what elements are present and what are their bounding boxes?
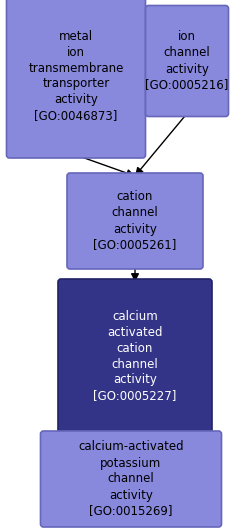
Text: ion
channel
activity
[GO:0005216]: ion channel activity [GO:0005216] <box>145 30 229 91</box>
Text: cation
channel
activity
[GO:0005261]: cation channel activity [GO:0005261] <box>93 191 177 252</box>
Text: calcium
activated
cation
channel
activity
[GO:0005227]: calcium activated cation channel activit… <box>93 310 177 402</box>
Text: metal
ion
transmembrane
transporter
activity
[GO:0046873]: metal ion transmembrane transporter acti… <box>28 30 124 123</box>
FancyBboxPatch shape <box>58 279 212 433</box>
Text: calcium-activated
potassium
channel
activity
[GO:0015269]: calcium-activated potassium channel acti… <box>78 441 184 518</box>
FancyBboxPatch shape <box>41 431 222 527</box>
FancyBboxPatch shape <box>67 173 203 269</box>
FancyBboxPatch shape <box>146 5 228 116</box>
FancyBboxPatch shape <box>6 0 146 158</box>
